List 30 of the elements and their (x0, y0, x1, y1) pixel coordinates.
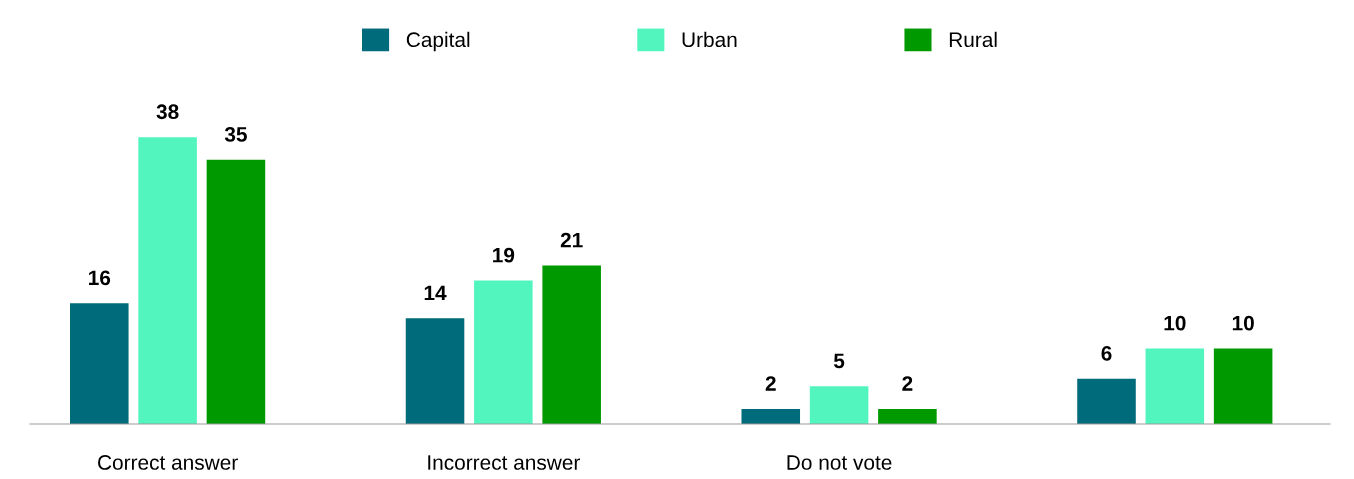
bar (474, 280, 533, 424)
data-label: 10 (1232, 315, 1254, 331)
bar (70, 303, 129, 424)
data-label: 5 (833, 353, 845, 369)
bar (1213, 348, 1273, 424)
bar (741, 408, 801, 424)
bar (1077, 378, 1136, 424)
bar (809, 386, 869, 424)
data-label: 19 (493, 247, 515, 263)
data-label: 2 (765, 376, 776, 391)
bar (878, 408, 937, 424)
data-label: 6 (1101, 345, 1112, 361)
bar (405, 318, 465, 424)
data-label: 35 (224, 127, 247, 142)
bar (1145, 348, 1205, 424)
data-label: 2 (902, 376, 913, 391)
legend-label: Rural (949, 31, 997, 48)
x-tick-label: Incorrect answer (428, 455, 580, 470)
legend-label: Capital (406, 31, 470, 52)
x-tick-label: Do not vote (787, 455, 892, 470)
data-label: 38 (156, 104, 179, 120)
data-label: 16 (89, 270, 111, 286)
bar (138, 137, 197, 424)
data-label: 21 (560, 232, 583, 248)
x-tick-label: Correct answer (98, 455, 238, 470)
data-label: 14 (424, 285, 447, 301)
legend-label: Urban (682, 31, 737, 48)
bar (542, 265, 601, 424)
bar (206, 159, 266, 424)
data-label: 10 (1164, 315, 1186, 331)
